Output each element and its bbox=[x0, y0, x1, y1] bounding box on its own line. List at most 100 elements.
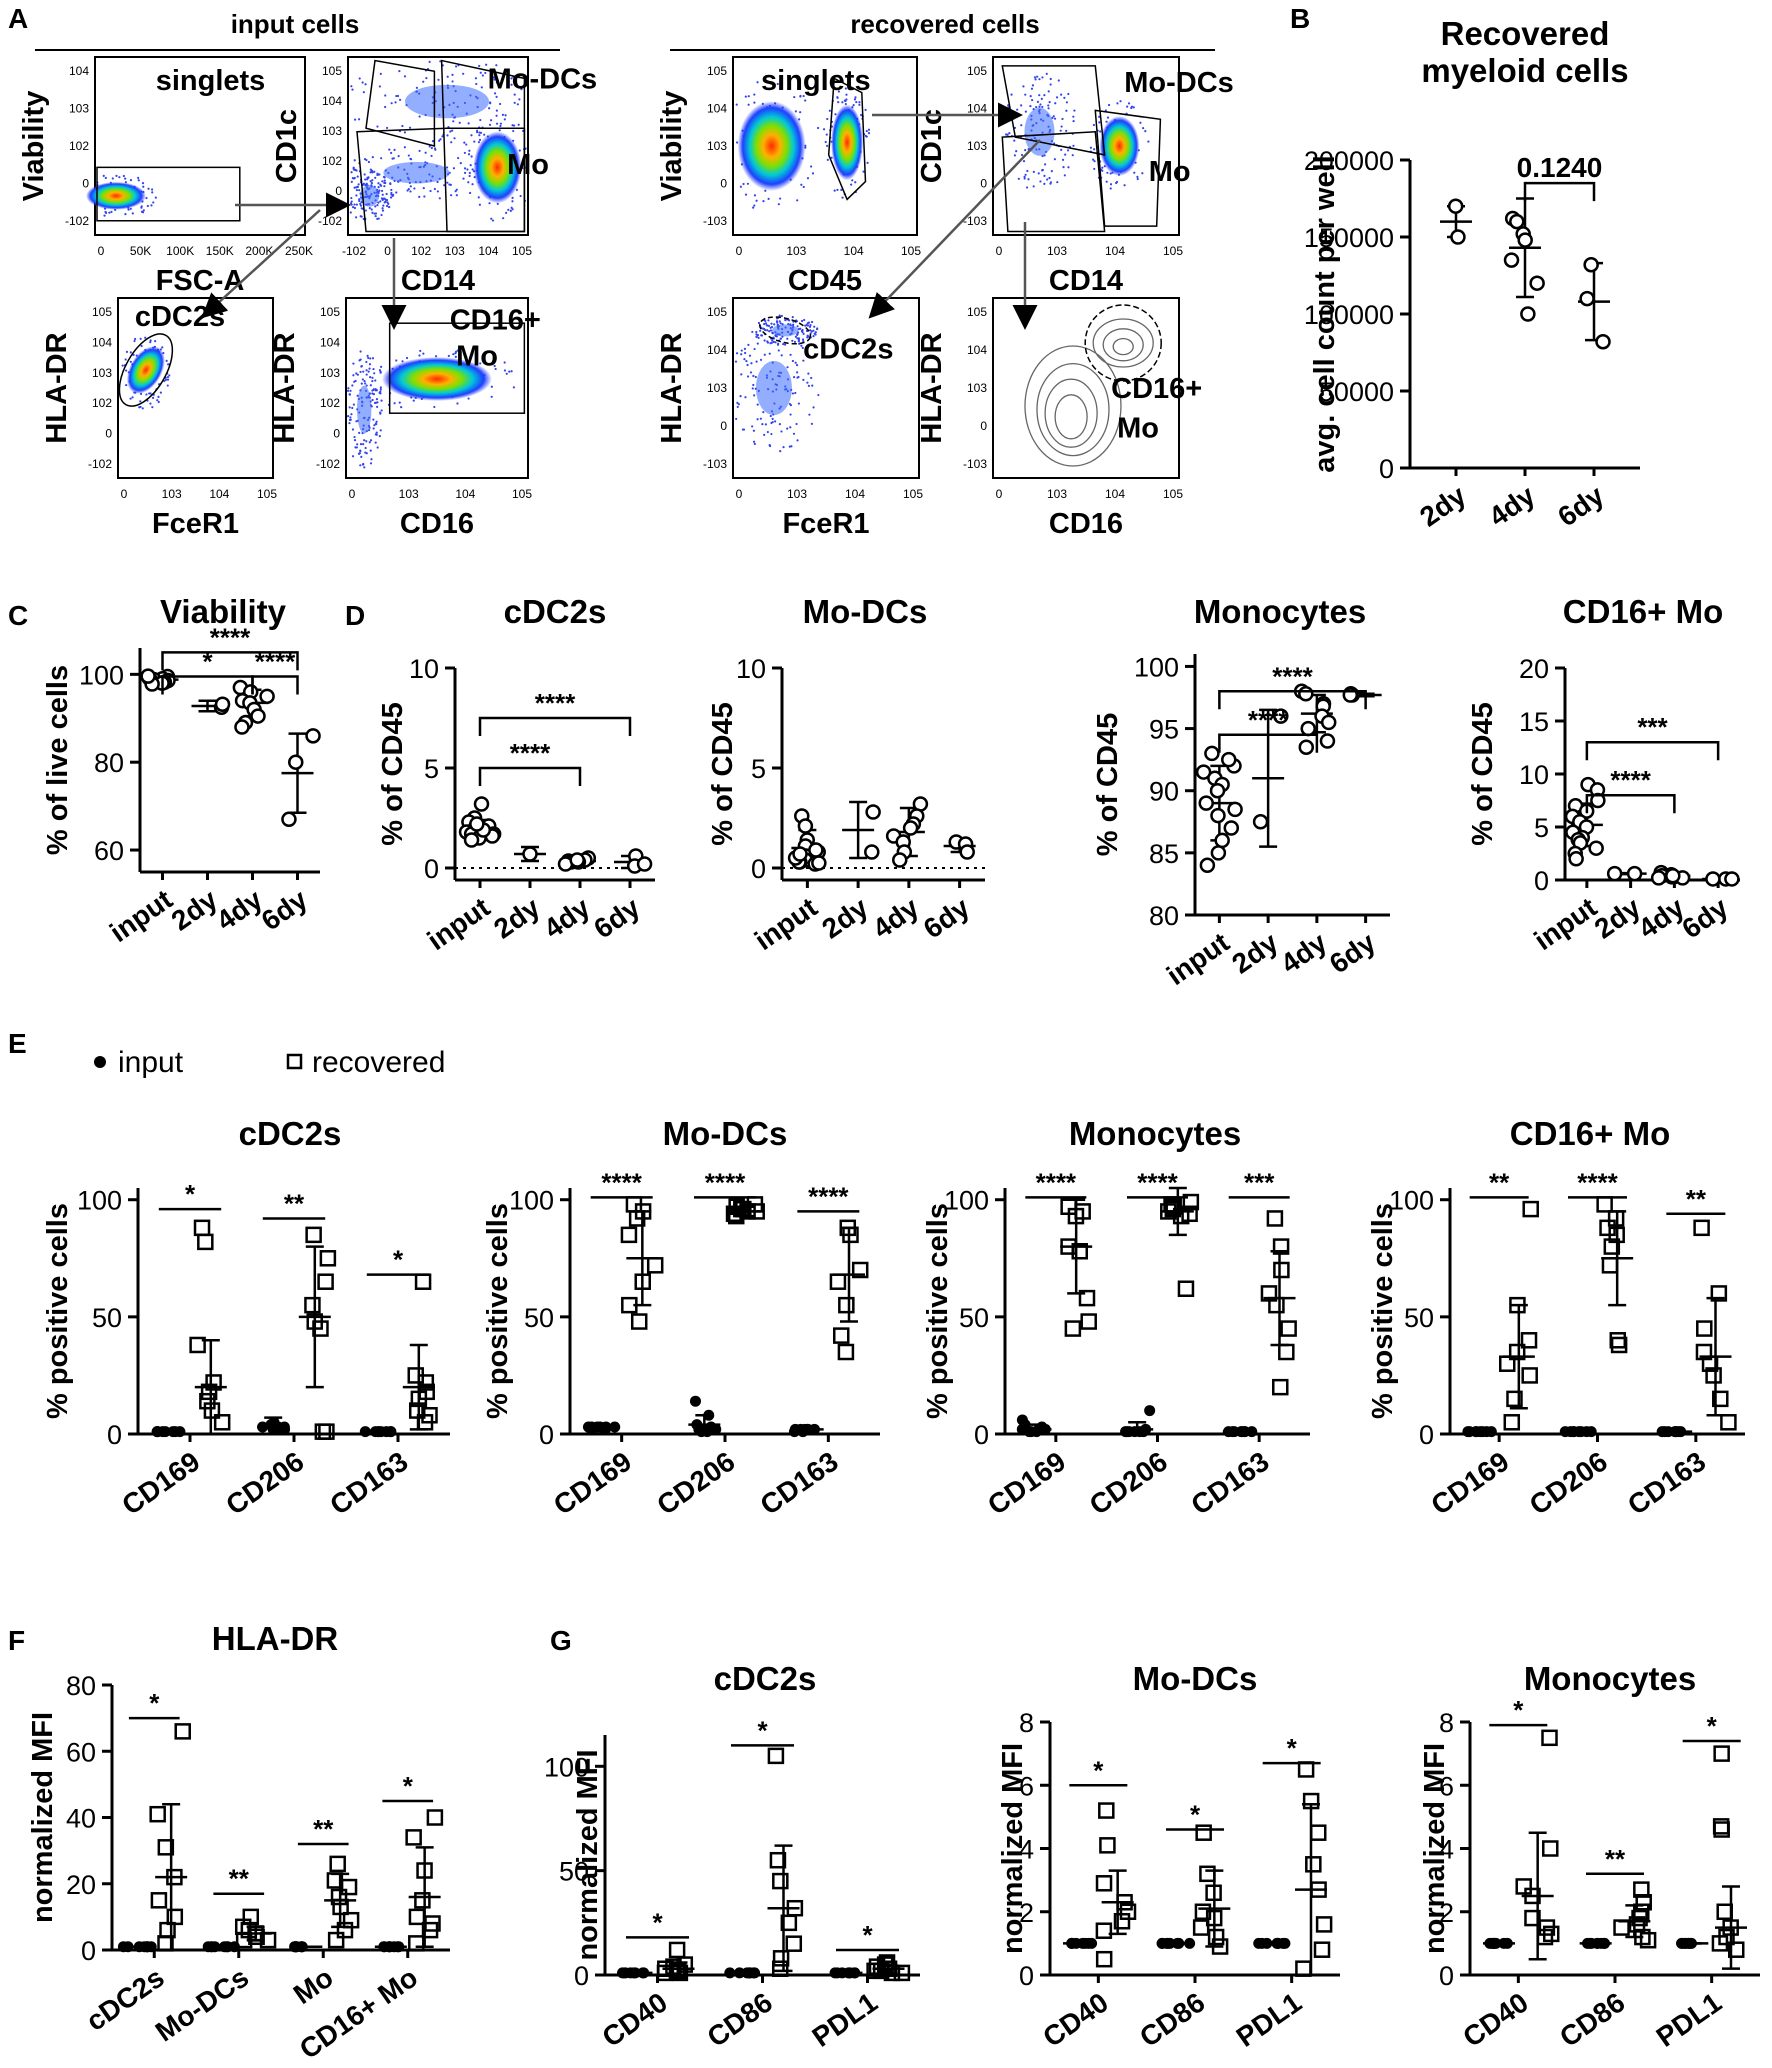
data-point bbox=[1212, 846, 1225, 859]
data-point bbox=[470, 818, 483, 831]
y-tick-label: 0 bbox=[107, 1420, 122, 1450]
data-point bbox=[251, 710, 264, 723]
data-point-recovered bbox=[316, 1425, 330, 1439]
data-point-input bbox=[845, 1967, 856, 1978]
data-point bbox=[142, 670, 155, 683]
flow-x-label: FceR1 bbox=[152, 508, 239, 540]
data-point-input bbox=[257, 1421, 268, 1432]
flow-y-tick: -102 bbox=[318, 214, 342, 228]
y-tick-label: 10 bbox=[736, 654, 766, 684]
x-tick-label: 2dy bbox=[816, 891, 874, 944]
density-blob bbox=[383, 162, 449, 184]
flow-y-label: Viability bbox=[656, 91, 688, 202]
data-point bbox=[1300, 741, 1313, 754]
legend-input-marker bbox=[94, 1056, 106, 1068]
flow-y-label: CD1c bbox=[916, 109, 948, 183]
data-point-recovered bbox=[1274, 1263, 1288, 1277]
y-tick-label: 0 bbox=[751, 854, 766, 884]
data-point-recovered bbox=[305, 1298, 319, 1312]
significance-label: **** bbox=[255, 647, 296, 677]
flow-y-label: HLA-DR bbox=[269, 332, 301, 443]
data-point bbox=[794, 848, 807, 861]
significance-label: **** bbox=[210, 622, 251, 652]
density-blob bbox=[831, 104, 863, 180]
gate-label: Mo-DCs bbox=[488, 63, 598, 95]
data-point-recovered bbox=[1598, 1197, 1612, 1211]
data-point bbox=[1706, 872, 1719, 885]
data-point-recovered bbox=[198, 1235, 212, 1249]
data-point-recovered bbox=[1282, 1322, 1296, 1336]
panel-letter-d: D bbox=[345, 600, 365, 631]
y-tick-label: 20 bbox=[66, 1870, 96, 1900]
data-point-recovered bbox=[1099, 1804, 1113, 1818]
data-point-input bbox=[1071, 1938, 1082, 1949]
significance-label: **** bbox=[1272, 661, 1313, 691]
data-point bbox=[1581, 292, 1594, 305]
flow-y-tick: 103 bbox=[320, 366, 340, 380]
data-point bbox=[1225, 822, 1238, 835]
x-tick-label: input bbox=[1161, 927, 1235, 992]
data-point bbox=[1570, 852, 1583, 865]
significance-label: * bbox=[652, 1907, 663, 1937]
flow-y-label: HLA-DR bbox=[916, 332, 948, 443]
data-point-recovered bbox=[407, 1830, 421, 1844]
flow-y-tick: 104 bbox=[322, 94, 342, 108]
data-point-input bbox=[1481, 1426, 1492, 1437]
data-point bbox=[571, 854, 584, 867]
data-point-recovered bbox=[319, 1275, 333, 1289]
flow-y-tick: -103 bbox=[963, 457, 987, 471]
panel-letter-c: C bbox=[8, 600, 28, 631]
data-point-input bbox=[174, 1426, 185, 1437]
y-axis-label: normalized MFI bbox=[997, 1743, 1029, 1954]
density-blob bbox=[86, 182, 146, 210]
y-tick-label: 50 bbox=[524, 1303, 554, 1333]
data-point bbox=[799, 820, 812, 833]
y-axis-label: % positive cells bbox=[922, 1203, 954, 1419]
flow-x-tick: 105 bbox=[901, 244, 921, 258]
flow-y-tick: 0 bbox=[82, 177, 89, 191]
data-point-input bbox=[1488, 1938, 1499, 1949]
x-tick-label: CD169 bbox=[982, 1446, 1071, 1521]
data-point-recovered bbox=[161, 1923, 175, 1937]
data-point-recovered bbox=[1517, 1879, 1531, 1893]
flow-x-tick: 0 bbox=[349, 487, 356, 501]
y-axis-label: % positive cells bbox=[1367, 1203, 1399, 1419]
data-point bbox=[1322, 716, 1335, 729]
data-point-recovered bbox=[1082, 1315, 1096, 1329]
data-point-recovered bbox=[1268, 1211, 1282, 1225]
data-point bbox=[1216, 834, 1229, 847]
panel-letter-g: G bbox=[550, 1625, 572, 1656]
data-point bbox=[1510, 215, 1523, 228]
y-axis-label: % positive cells bbox=[482, 1203, 514, 1419]
flow-y-tick: 104 bbox=[707, 102, 727, 116]
data-point-recovered bbox=[321, 1251, 335, 1265]
flow-x-tick: 100K bbox=[166, 244, 194, 258]
y-tick-label: 0 bbox=[1439, 1961, 1454, 1991]
significance-label: ** bbox=[284, 1188, 305, 1218]
significance-annotation: ** bbox=[213, 1864, 264, 1894]
x-tick-label: 6dy bbox=[1552, 479, 1610, 532]
significance-annotation: * bbox=[129, 1688, 180, 1718]
significance-annotation: 0.1240 bbox=[1517, 152, 1603, 201]
significance-label: **** bbox=[705, 1167, 746, 1197]
x-tick-label: CD163 bbox=[324, 1446, 413, 1521]
x-tick-label: 6dy bbox=[1324, 926, 1382, 979]
gate-label: cDC2s bbox=[135, 301, 225, 333]
flow-y-tick: 102 bbox=[320, 396, 340, 410]
data-point-input bbox=[1134, 1426, 1145, 1437]
significance-label: **** bbox=[1610, 765, 1651, 795]
data-point-recovered bbox=[1097, 1952, 1111, 1966]
error-bar bbox=[299, 1247, 331, 1388]
data-point bbox=[524, 848, 537, 861]
y-tick-label: 50 bbox=[1404, 1303, 1434, 1333]
chart-title: cDC2s bbox=[239, 1115, 342, 1152]
data-point-recovered bbox=[151, 1807, 165, 1821]
x-tick-label: input bbox=[422, 892, 496, 957]
chart-title: myeloid cells bbox=[1421, 52, 1628, 89]
y-tick-label: 0 bbox=[539, 1420, 554, 1450]
data-point-input bbox=[600, 1421, 611, 1432]
flow-y-tick: 105 bbox=[320, 305, 340, 319]
